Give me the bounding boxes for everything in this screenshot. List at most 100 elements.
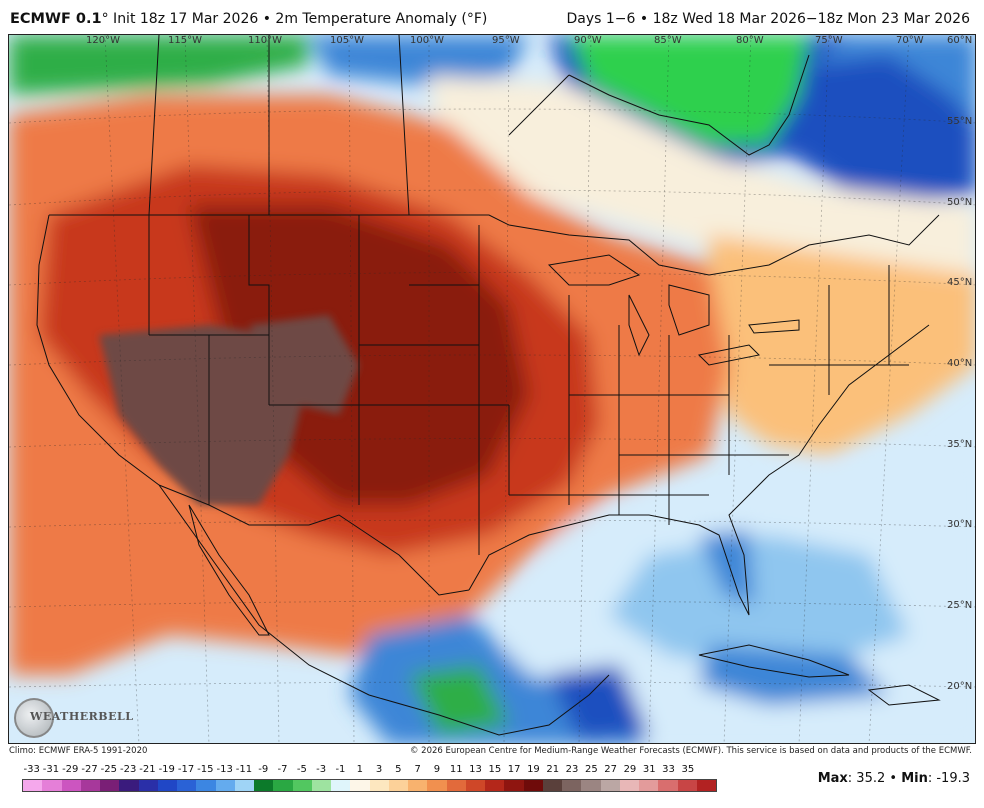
- logo-globe-icon: [14, 698, 54, 738]
- colorbar-label: 35: [681, 764, 695, 775]
- coldest-region-hudson: [569, 35, 809, 145]
- political-boundaries: [36, 35, 941, 736]
- colorbar-label: 1: [356, 764, 363, 775]
- forecast-range: Days 1−6 • 18z Wed 18 Mar 2026−18z Mon 2…: [566, 11, 970, 27]
- colorbar-cell: [485, 780, 505, 791]
- colorbar-label: 21: [546, 764, 560, 775]
- colorbar-cell: [427, 780, 447, 791]
- lat-label-45n: 45°N: [947, 277, 973, 288]
- lon-label-85w: 85°W: [654, 35, 682, 46]
- colorbar-cell: [677, 780, 697, 791]
- lat-label-60n: 60°N: [947, 35, 973, 46]
- colorbar-cell: [369, 780, 389, 791]
- colorbar-cell: [658, 780, 678, 791]
- extreme-warm-rockies: [249, 315, 359, 415]
- colorbar-label: 25: [584, 764, 598, 775]
- colorbar-cell: [619, 780, 639, 791]
- cool-region-north-central: [309, 35, 529, 85]
- colorbar-cell: [177, 780, 197, 791]
- colorbar-cell: [80, 780, 100, 791]
- colorbar-cell: [408, 780, 428, 791]
- colorbar-cell: [273, 780, 293, 791]
- meridians: [104, 35, 910, 743]
- colorbar-label: -3: [316, 764, 327, 775]
- lon-label-105w: 105°W: [330, 35, 364, 46]
- lon-label-120w: 120°W: [86, 35, 120, 46]
- lon-label-115w: 115°W: [168, 35, 202, 46]
- colorbar-cell: [311, 780, 331, 791]
- cold-region-yucatan: [549, 665, 649, 740]
- colorbar-cell: [388, 780, 408, 791]
- lon-label-100w: 100°W: [410, 35, 444, 46]
- climo-note: Climo: ECMWF ERA-5 1991-2020: [9, 746, 148, 756]
- cold-region-northwest: [9, 35, 309, 95]
- baja-outline: [188, 504, 270, 636]
- lat-label-20n: 20°N: [947, 681, 973, 692]
- min-value: : -19.3: [927, 771, 970, 786]
- great-lakes: [547, 254, 800, 366]
- colorbar-label: -5: [296, 764, 307, 775]
- lat-label-40n: 40°N: [947, 358, 973, 369]
- florida-cold: [699, 530, 754, 605]
- map-canvas: [9, 35, 975, 743]
- colorbar-cell: [157, 780, 177, 791]
- colorbar-label: 9: [433, 764, 441, 775]
- lat-label-25n: 25°N: [947, 600, 973, 611]
- colorbar-label: 3: [375, 764, 383, 775]
- gulf-atlantic-coast: [468, 324, 930, 616]
- colorbar-label: -21: [139, 764, 156, 775]
- graticule: [9, 35, 975, 743]
- colorbar-cell: [215, 780, 235, 791]
- cool-region-gulf-atlantic: [609, 535, 909, 675]
- colorbar-label: 33: [662, 764, 675, 775]
- anomaly-map: [8, 34, 976, 744]
- colorbar-cell: [196, 780, 216, 791]
- colorbar-cell: [138, 780, 158, 791]
- lat-label-35n: 35°N: [947, 439, 973, 450]
- cold-region-mexico: [409, 665, 509, 735]
- colorbar-cell: [465, 780, 485, 791]
- colorbar-label: 27: [604, 764, 618, 775]
- colorbar-label: -19: [158, 764, 175, 775]
- colorbar-cell: [504, 780, 524, 791]
- lon-label-75w: 75°W: [815, 35, 843, 46]
- hispaniola-outline: [867, 684, 941, 706]
- colorbar-label: 31: [642, 764, 656, 775]
- colorbar-label: 23: [565, 764, 579, 775]
- copyright-note: © 2026 European Centre for Medium-Range …: [409, 746, 972, 756]
- slight-warm-northeast: [709, 235, 975, 455]
- colorbar-label: -31: [42, 764, 60, 775]
- model-name: ECMWF 0.1: [10, 11, 102, 27]
- colorbar-cell: [696, 780, 716, 791]
- colorbar-cell: [350, 780, 370, 791]
- lon-label-95w: 95°W: [492, 35, 520, 46]
- colorbar-label: -17: [177, 764, 195, 775]
- colorbar-cell: [542, 780, 562, 791]
- colorbar-label: -15: [197, 764, 214, 775]
- colorbar: [22, 779, 717, 792]
- logo-text: WEATHERBELL: [30, 710, 134, 723]
- colorbar-label: 7: [414, 764, 421, 775]
- colorbar-label: 11: [449, 764, 463, 775]
- west-coast: [36, 214, 160, 486]
- colorbar-cell: [100, 780, 120, 791]
- lon-label-90w: 90°W: [574, 35, 602, 46]
- colorbar-cell: [446, 780, 466, 791]
- extreme-anomaly-field: [99, 315, 359, 505]
- header: ECMWF 0.1° Init 18z 17 Mar 2026 • 2m Tem…: [0, 0, 984, 34]
- map-title: ECMWF 0.1° Init 18z 17 Mar 2026 • 2m Tem…: [10, 11, 487, 27]
- lat-label-55n: 55°N: [947, 116, 973, 127]
- colorbar-label: 5: [395, 764, 402, 775]
- colorbar-label: 15: [488, 764, 502, 775]
- colorbar-label: 13: [469, 764, 482, 775]
- colorbar-cell: [119, 780, 139, 791]
- cool-region-northeast-canada: [809, 35, 975, 123]
- min-label: Min: [901, 771, 928, 786]
- colorbar-cell: [42, 780, 62, 791]
- colorbar-label: -23: [119, 764, 137, 775]
- colorbar-cell: [292, 780, 312, 791]
- colorbar-labels: -33 -31 -29 -27 -25 -23 -21 -19 -17 -15 -13 -11 -9 -7…: [12, 764, 712, 778]
- colorbar-cell: [331, 780, 351, 791]
- colorbar-label: -13: [216, 764, 233, 775]
